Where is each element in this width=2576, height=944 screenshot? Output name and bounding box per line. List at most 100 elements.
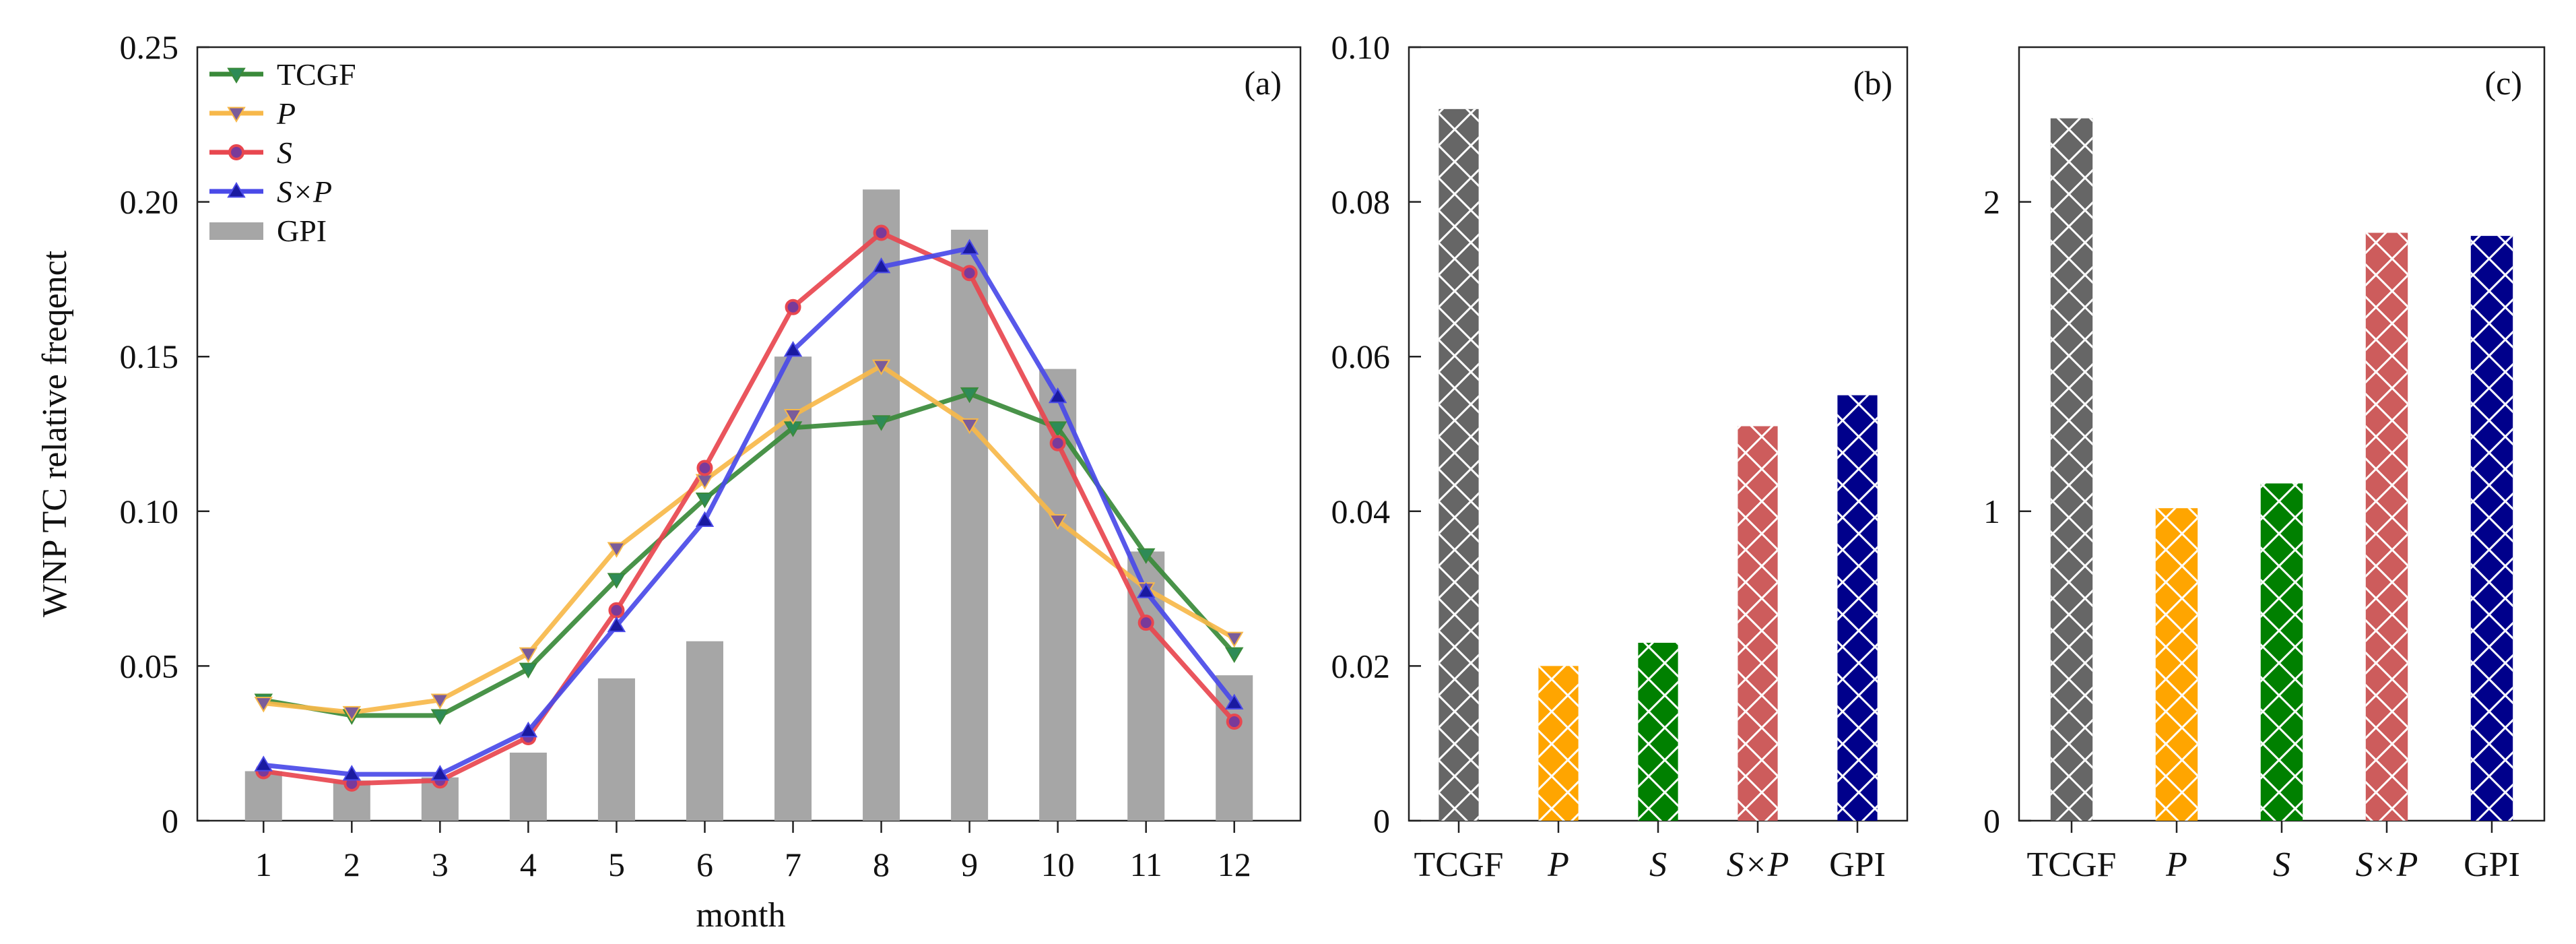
legend-marker — [228, 144, 244, 160]
x-tick-label: 5 — [608, 846, 625, 883]
panel-b-bars — [1439, 108, 1878, 821]
series-point-S — [785, 298, 801, 315]
panel-a-frame — [196, 46, 1302, 822]
series-point-S×P — [430, 765, 450, 781]
y-tick-label: 0 — [1983, 802, 2000, 840]
series-point-TCGF — [430, 709, 450, 725]
panel-a-tag: (a) — [1245, 64, 1282, 102]
panel-b-x-axis: TCGF P S S×P GPI — [1414, 821, 1886, 884]
gpi-bar — [951, 229, 989, 821]
legend-label: S×P — [277, 175, 332, 209]
series-point-TCGF — [1048, 421, 1067, 437]
series-line-P — [263, 363, 1236, 715]
bar-hatch — [2470, 236, 2513, 821]
bar-hatch — [2365, 232, 2408, 821]
category-label: TCGF — [1414, 846, 1504, 884]
series-point-P — [607, 542, 626, 558]
series-point-TCGF — [871, 415, 891, 431]
y-tick-label: 0.04 — [1331, 493, 1391, 530]
x-tick-label: 3 — [432, 846, 449, 883]
y-tick-label: 0.15 — [120, 338, 179, 375]
series-point-S×P — [342, 765, 362, 781]
y-tick-label: 0.05 — [120, 647, 179, 685]
panel-c: 0 1 2 TCGF P S S×P GPI (c) — [1983, 46, 2546, 884]
series-point-S×P — [695, 511, 715, 527]
category-label: GPI — [2464, 846, 2520, 884]
x-tick-label: 9 — [961, 846, 978, 883]
x-tick-label: 2 — [343, 846, 360, 883]
y-tick-label: 0 — [1373, 802, 1390, 840]
series-line-TCGF — [263, 391, 1236, 718]
panel-a-y-axis: 0 0.05 0.10 0.15 0.20 0.25 — [120, 28, 209, 840]
panel-a-series-lines — [254, 224, 1244, 792]
gpi-bar — [686, 641, 723, 821]
y-tick-label: 2 — [1983, 183, 2000, 221]
series-point-TCGF — [519, 662, 538, 679]
series-point-S×P — [871, 257, 891, 274]
category-label: S — [1649, 846, 1667, 884]
x-tick-label: 7 — [785, 846, 801, 883]
series-point-TCGF — [695, 493, 715, 509]
category-label: TCGF — [2027, 846, 2117, 884]
series-point-TCGF — [1224, 647, 1244, 664]
legend-marker — [227, 106, 246, 123]
bar-hatch — [2050, 118, 2093, 821]
category-label: GPI — [1829, 846, 1886, 884]
series-point-P — [519, 647, 538, 664]
series-point-P — [254, 697, 273, 713]
y-tick-label: 1 — [1983, 493, 2000, 530]
panel-c-bars — [2050, 118, 2513, 821]
series-line-S×P — [263, 245, 1236, 777]
series-point-S×P — [1048, 387, 1067, 404]
series-point-P — [342, 705, 362, 722]
series-point-S — [696, 460, 713, 476]
series-point-S×P — [960, 239, 979, 255]
series-point-P — [960, 418, 979, 435]
bar-hatch — [1638, 642, 1678, 821]
panel-b-tag: (b) — [1853, 64, 1892, 102]
x-tick-label: 1 — [255, 846, 272, 883]
y-tick-label: 0 — [162, 802, 178, 840]
bar-hatch — [1738, 426, 1778, 821]
gpi-bar — [863, 189, 900, 821]
series-point-P — [783, 409, 803, 425]
bar-hatch — [1837, 395, 1878, 821]
bar-hatch — [1538, 666, 1579, 821]
y-tick-label: 0.06 — [1331, 338, 1391, 375]
category-label: S×P — [1727, 846, 1789, 884]
series-point-S — [1226, 714, 1243, 730]
series-line-S — [263, 230, 1236, 786]
x-tick-label: 6 — [696, 846, 713, 883]
legend-swatch — [209, 222, 263, 240]
x-tick-label: 4 — [520, 846, 537, 883]
series-point-TCGF — [607, 573, 626, 589]
y-tick-label: 0.02 — [1331, 647, 1391, 685]
category-label: P — [2165, 846, 2187, 884]
y-tick-label: 0.08 — [1331, 183, 1391, 221]
gpi-bar — [244, 771, 282, 821]
panel-a: 00.050.100.150.200.25 1 2 3 4 5 6 7 8 9 10 11 12 TC… — [36, 28, 1302, 935]
series-point-S — [961, 265, 978, 282]
series-point-TCGF — [1136, 548, 1156, 565]
bar-hatch — [1439, 108, 1479, 821]
panel-a-ylabel: WNP TC relative freqenct — [36, 250, 74, 617]
panel-b: 0 0.02 0.04 0.06 0.08 0.10 TCGF P S S×P GPI (b) — [1331, 28, 1909, 884]
category-label: S — [2273, 846, 2290, 884]
series-point-TCGF — [960, 387, 979, 404]
x-tick-label: 12 — [1218, 846, 1251, 883]
panel-a-legend: TCGF PS S×P GPI — [209, 57, 356, 248]
legend-marker — [227, 67, 246, 84]
legend-label: S — [277, 135, 292, 170]
panel-a-gpi-bars — [244, 189, 1253, 821]
gpi-bar — [597, 678, 635, 821]
gpi-bar — [509, 752, 547, 821]
series-point-S×P — [1136, 582, 1156, 598]
panel-a-x-axis: 1 2 3 4 5 6 7 8 9 10 11 12 — [255, 821, 1251, 883]
series-point-S — [608, 602, 625, 619]
y-tick-label: 0.20 — [120, 183, 179, 221]
series-point-S×P — [783, 341, 803, 357]
series-point-P — [871, 359, 891, 375]
y-tick-label: 0.10 — [1331, 28, 1391, 66]
legend-label: P — [276, 96, 296, 131]
